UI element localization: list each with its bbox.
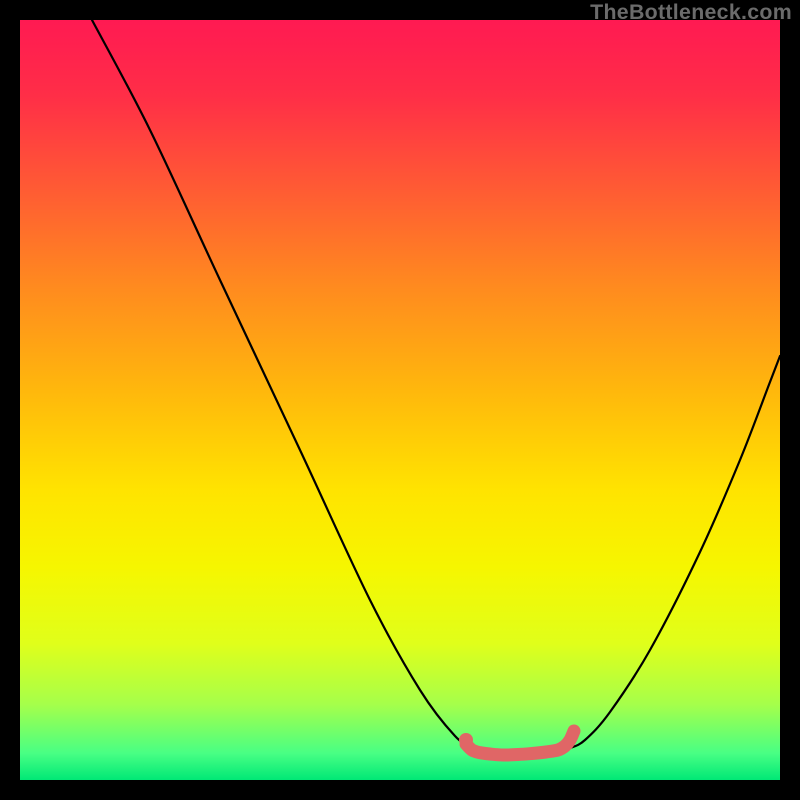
chart-svg bbox=[0, 0, 800, 800]
chart-container: TheBottleneck.com bbox=[0, 0, 800, 800]
gradient-plot-area bbox=[20, 20, 780, 780]
watermark-text: TheBottleneck.com bbox=[590, 0, 792, 25]
